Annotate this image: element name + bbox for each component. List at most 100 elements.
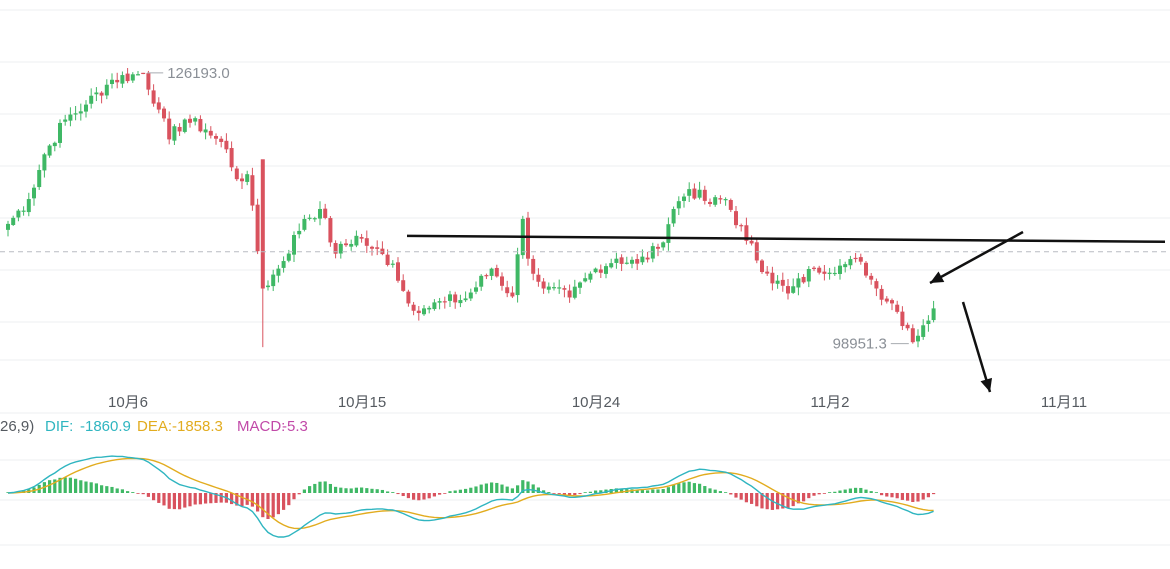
candle-up — [546, 286, 551, 290]
macd-bar-down — [734, 493, 738, 498]
candle-down — [734, 211, 738, 226]
macd-bar-up — [48, 480, 52, 493]
macd-bar-down — [204, 493, 208, 504]
macd-bar-down — [443, 493, 447, 494]
candle-up — [630, 259, 634, 264]
macd-bar-down — [178, 493, 182, 510]
candle-up — [172, 126, 177, 141]
candle-up — [916, 335, 920, 342]
candle-down — [910, 328, 915, 343]
candle-up — [552, 287, 556, 289]
candle-up — [713, 197, 718, 205]
candle-down — [401, 280, 406, 291]
macd-bar-down — [209, 493, 213, 504]
support-line — [406, 234, 1166, 244]
candle-up — [73, 113, 78, 115]
candle-down — [645, 257, 650, 260]
candle-down — [208, 130, 213, 136]
macd-bar-down — [438, 493, 442, 495]
candle-down — [260, 159, 265, 289]
macd-bar-down — [776, 493, 780, 510]
macd-bar-down — [562, 493, 566, 495]
candle-down — [702, 189, 707, 201]
macd-bar-up — [469, 487, 473, 493]
macd-bar-up — [484, 483, 488, 493]
candle-down — [125, 73, 130, 82]
macd-bar-up — [302, 489, 306, 493]
macd-bar-down — [167, 493, 171, 509]
macd-bar-up — [864, 489, 868, 493]
macd-bar-up — [594, 490, 598, 493]
macd-bar-up — [854, 487, 858, 493]
macd-bar-down — [812, 493, 816, 496]
macd-bar-up — [542, 490, 546, 493]
macd-bar-down — [786, 493, 790, 509]
candle-down — [853, 257, 858, 260]
candle-down — [598, 269, 603, 273]
candle-down — [884, 298, 889, 302]
macd-bar-up — [94, 483, 98, 493]
candle-down — [656, 246, 660, 249]
macd-bar-up — [682, 482, 686, 493]
candle-down — [744, 225, 749, 241]
candle-up — [338, 243, 343, 254]
candle-up — [593, 268, 598, 273]
candle-up — [110, 79, 114, 85]
candle-down — [375, 247, 380, 249]
macd-bar-down — [287, 493, 291, 506]
macd-bar-up — [661, 489, 665, 493]
reference-layer — [0, 234, 1170, 253]
candle-up — [697, 189, 702, 198]
x-tick-label: 11月2 — [811, 394, 850, 411]
macd-bar-up — [105, 486, 109, 493]
candle-up — [640, 256, 645, 263]
macd-bar-down — [817, 493, 821, 495]
macd-bar-down — [760, 493, 764, 509]
macd-bar-up — [334, 486, 338, 493]
candle-down — [905, 324, 910, 329]
candle-up — [89, 95, 94, 104]
candle-down — [453, 294, 458, 303]
candle-down — [890, 300, 894, 304]
macd-bar-down — [552, 493, 556, 494]
candle-up — [349, 243, 354, 247]
macd-params-label: 26,9) — [0, 418, 34, 435]
macd-bar-up — [718, 491, 722, 493]
macd-bar-up — [391, 492, 395, 493]
macd-bar-up — [547, 492, 551, 493]
candle-up — [182, 119, 187, 132]
candle-down — [770, 272, 775, 284]
x-tick-label: 11月11 — [1041, 394, 1087, 411]
macd-bar-up — [495, 482, 499, 493]
candle-down — [505, 287, 510, 294]
macd-bar-down — [214, 493, 218, 503]
macd-bar-down — [157, 493, 161, 503]
macd-bar-up — [84, 481, 88, 493]
macd-bar-down — [906, 493, 910, 501]
candle-down — [786, 286, 790, 294]
x-axis: 10月6 10月15 10月24 11月2 11月11 — [108, 394, 1087, 411]
macd-bar-up — [79, 480, 83, 493]
candle-up — [104, 84, 109, 96]
candle-up — [609, 263, 614, 268]
macd-bar-down — [796, 493, 800, 504]
macd-bar-up — [651, 489, 655, 493]
candle-down — [801, 276, 806, 283]
candle-up — [838, 265, 842, 274]
macd-bar-up — [100, 485, 104, 493]
candle-up — [578, 282, 582, 288]
macd-bar-up — [458, 489, 462, 493]
macd-bar-down — [427, 493, 431, 499]
candle-down — [141, 72, 146, 75]
candle-up — [463, 298, 468, 301]
candle-down — [359, 237, 364, 239]
macd-bar-down — [198, 493, 202, 505]
macd-bar-down — [412, 493, 416, 500]
macd-bar-down — [739, 493, 743, 500]
candle-up — [604, 266, 608, 274]
candle-down — [692, 188, 697, 199]
candle-up — [614, 258, 619, 263]
macd-bar-up — [505, 486, 509, 493]
macd-bar-up — [843, 489, 847, 493]
macd-bar-down — [152, 493, 156, 501]
